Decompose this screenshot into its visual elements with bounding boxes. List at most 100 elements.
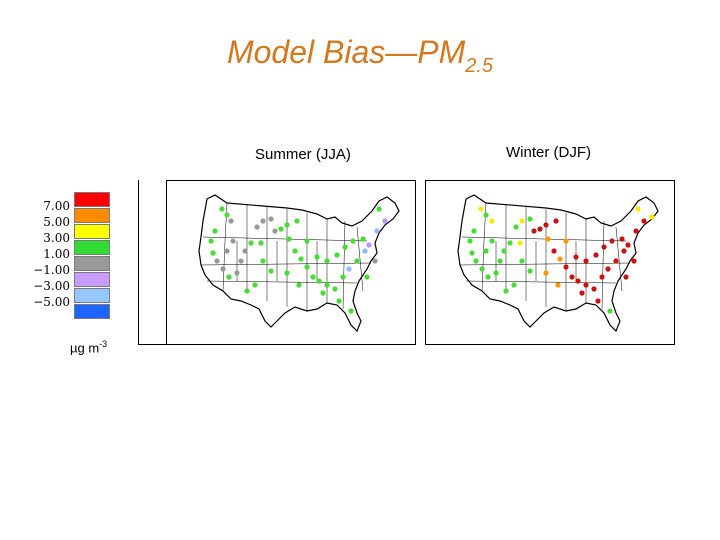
site-bias-marker	[366, 242, 372, 248]
site-bias-marker	[575, 278, 581, 284]
site-bias-marker	[551, 248, 557, 254]
site-bias-marker	[473, 258, 479, 264]
site-bias-marker	[244, 288, 250, 294]
site-bias-marker	[212, 228, 218, 234]
site-bias-marker	[346, 266, 352, 272]
legend-swatch	[74, 288, 110, 303]
site-bias-marker	[633, 228, 639, 234]
legend-swatch	[74, 192, 110, 207]
site-bias-marker	[210, 250, 216, 256]
site-bias-marker	[489, 218, 495, 224]
map-winter	[425, 180, 675, 345]
site-bias-marker	[621, 248, 627, 254]
site-bias-marker	[248, 240, 254, 246]
site-bias-marker	[208, 238, 214, 244]
legend-swatch	[74, 256, 110, 271]
site-bias-marker	[260, 218, 266, 224]
site-bias-marker	[252, 282, 258, 288]
site-bias-marker	[607, 308, 613, 314]
site-bias-marker	[469, 250, 475, 256]
site-bias-marker	[214, 258, 220, 264]
site-bias-marker	[543, 270, 549, 276]
site-bias-marker	[324, 282, 330, 288]
site-bias-marker	[364, 274, 370, 280]
site-bias-marker	[220, 266, 226, 272]
site-bias-marker	[350, 238, 356, 244]
site-bias-marker	[360, 236, 366, 242]
site-bias-marker	[304, 264, 310, 270]
site-bias-marker	[613, 258, 619, 264]
site-bias-marker	[625, 242, 631, 248]
site-bias-marker	[623, 274, 629, 280]
site-bias-marker	[278, 226, 284, 232]
site-bias-marker	[483, 212, 489, 218]
site-bias-marker	[519, 258, 525, 264]
site-bias-marker	[583, 282, 589, 288]
site-bias-marker	[296, 282, 302, 288]
site-bias-marker	[332, 286, 338, 292]
site-bias-marker	[605, 266, 611, 272]
legend-label: −1.00	[33, 263, 70, 277]
legend-swatch	[74, 304, 110, 319]
site-bias-marker	[340, 274, 346, 280]
color-legend	[74, 192, 110, 320]
site-bias-marker	[543, 222, 549, 228]
legend-swatch	[74, 240, 110, 255]
state-boundary	[601, 220, 605, 310]
state-boundary	[615, 226, 623, 292]
legend-label: −5.00	[33, 295, 70, 309]
legend-swatch	[74, 208, 110, 223]
site-bias-marker	[485, 274, 491, 280]
site-bias-marker	[286, 236, 292, 242]
site-bias-marker	[292, 248, 298, 254]
site-bias-marker	[537, 226, 543, 232]
map-summer	[166, 180, 416, 345]
site-bias-marker	[320, 290, 326, 296]
site-bias-marker	[314, 254, 320, 260]
site-bias-marker	[376, 206, 382, 212]
state-boundary	[461, 236, 627, 242]
site-bias-marker	[583, 258, 589, 264]
country-outline	[457, 194, 659, 333]
site-bias-marker	[362, 248, 368, 254]
site-bias-marker	[599, 274, 605, 280]
site-bias-marker	[304, 238, 310, 244]
site-bias-marker	[382, 218, 388, 224]
state-boundary	[356, 226, 364, 292]
site-bias-marker	[354, 258, 360, 264]
site-bias-marker	[342, 244, 348, 250]
legend-label: 7.00	[43, 199, 70, 213]
site-bias-marker	[517, 240, 523, 246]
site-bias-marker	[254, 224, 260, 230]
site-bias-marker	[579, 290, 585, 296]
site-bias-marker	[513, 224, 519, 230]
site-bias-marker	[591, 286, 597, 292]
plot-frame-edge	[138, 180, 168, 345]
site-bias-marker	[372, 258, 378, 264]
site-bias-marker	[563, 238, 569, 244]
site-bias-marker	[260, 258, 266, 264]
site-bias-marker	[595, 298, 601, 304]
panel-label-winter: Winter (DJF)	[506, 144, 591, 161]
legend-label: 5.00	[43, 215, 70, 229]
site-bias-marker	[294, 218, 300, 224]
site-bias-marker	[272, 228, 278, 234]
site-bias-marker	[501, 248, 507, 254]
site-bias-marker	[573, 254, 579, 260]
state-boundary	[206, 280, 358, 284]
site-bias-marker	[545, 236, 551, 242]
site-bias-marker	[234, 270, 240, 276]
site-bias-marker	[284, 270, 290, 276]
state-boundary	[465, 280, 617, 284]
site-bias-marker	[316, 278, 322, 284]
site-bias-marker	[471, 228, 477, 234]
site-bias-marker	[557, 256, 563, 262]
units-label: µg m-3	[70, 339, 108, 356]
site-bias-marker	[527, 216, 533, 222]
country-outline	[198, 194, 400, 333]
site-bias-marker	[507, 240, 513, 246]
state-boundary	[200, 262, 372, 266]
state-boundary	[342, 220, 346, 310]
site-bias-marker	[219, 206, 225, 212]
site-bias-marker	[228, 218, 234, 224]
